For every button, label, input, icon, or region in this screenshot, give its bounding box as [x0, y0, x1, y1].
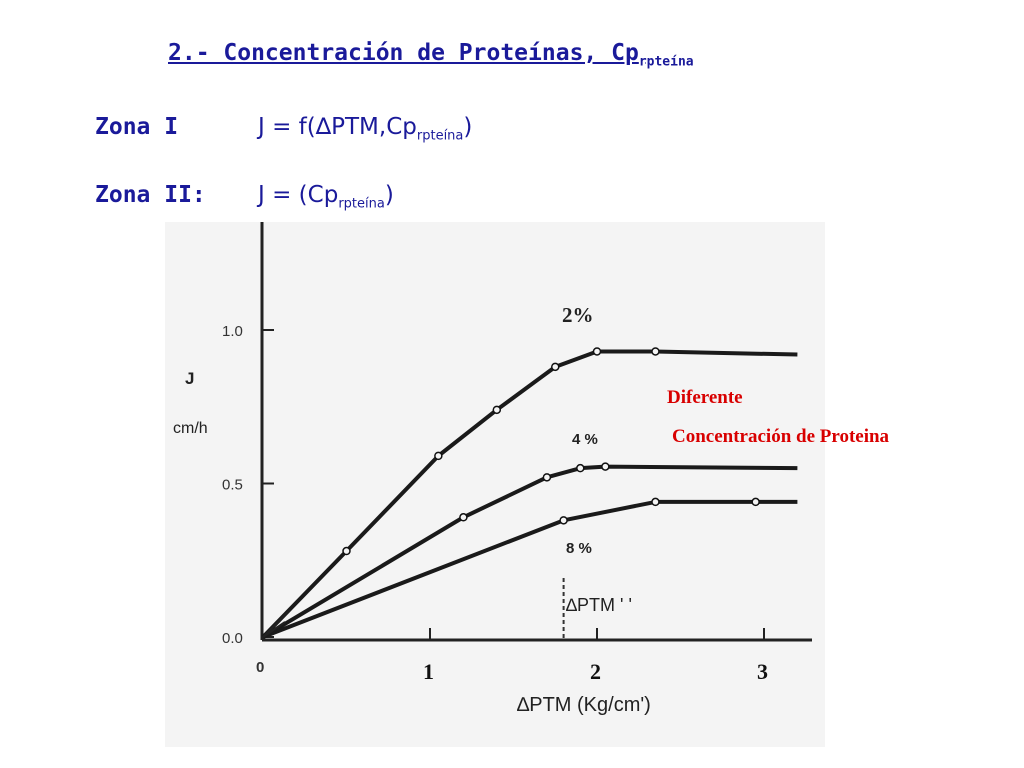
- x-tick-label: 0: [256, 659, 264, 676]
- delta-ptm-marker: ∆PTM ' ': [562, 578, 632, 640]
- x-tick-label: 3: [757, 659, 768, 684]
- zone-2-formula-post: ): [384, 182, 394, 208]
- title-subscript: rpteína: [638, 54, 694, 70]
- curve-1-point: [459, 513, 468, 522]
- zone-1-formula-sub: rpteína: [416, 128, 464, 144]
- curve-0-point: [342, 546, 351, 556]
- curves: 2% 4 % 8 %: [261, 303, 798, 639]
- zone-2-formula-pre: J = (Cp: [258, 182, 339, 208]
- curve-0-point: [492, 405, 502, 415]
- curve-1-point: [576, 463, 585, 473]
- axes: [260, 222, 812, 642]
- origin-fan-line: [262, 621, 286, 638]
- series-label-2: 8 %: [566, 540, 592, 557]
- x-axis-label-suffix: '): [640, 694, 650, 716]
- zone-1-label: Zona I: [95, 114, 179, 140]
- y-tick-label: 0.0: [222, 630, 243, 647]
- x-axis-label: ∆PTM (Kg/cm'): [517, 694, 651, 716]
- x-axis-label-main: ∆PTM (Kg/cm: [517, 694, 640, 716]
- y-tick-label: 0.5: [222, 477, 243, 494]
- delta-ptm-label: ∆PTM ' ': [566, 595, 632, 615]
- y-axis-label-line1: J: [185, 369, 194, 388]
- zone-1-formula: J = f(∆PTM,Cprpteína): [258, 114, 472, 144]
- curve-0: [261, 349, 798, 639]
- series-label-1: 4 %: [572, 431, 598, 448]
- legend-text-line2: Concentración de Proteina: [672, 426, 890, 447]
- title-main: 2.- Concentración de Proteínas, Cp: [168, 40, 639, 66]
- curve-2-point: [751, 497, 760, 507]
- curve-1: [261, 464, 798, 639]
- curve-0-point: [651, 347, 660, 356]
- legend-annotation: Diferente Concentración de Proteina: [667, 387, 890, 447]
- zone-1-formula-post: ): [463, 114, 473, 140]
- curve-1-point: [542, 473, 552, 482]
- curve-0-point: [592, 347, 602, 356]
- slide-title: 2.- Concentración de Proteínas, Cprpteín…: [168, 40, 694, 70]
- curve-0-point: [434, 451, 443, 461]
- curve-0-point: [551, 362, 560, 372]
- curve-1-point: [601, 462, 610, 471]
- legend-text-line1: Diferente: [667, 387, 743, 408]
- y-ticks: 0.0 0.5 1.0: [222, 323, 274, 647]
- y-tick-label: 1.0: [222, 323, 243, 340]
- x-tick-label: 2: [590, 659, 601, 684]
- curve-2-point: [559, 516, 568, 525]
- zone-2-label: Zona II:: [95, 182, 206, 208]
- axis-labels: J cm/h ∆PTM (Kg/cm'): [173, 369, 651, 716]
- zone-1-formula-pre: J = f(∆PTM,Cp: [258, 114, 417, 140]
- curve-2-point: [651, 497, 660, 507]
- origin-fan-line: [262, 609, 291, 638]
- x-ticks: 0 1 2 3: [256, 628, 768, 684]
- x-tick-label: 1: [423, 659, 434, 684]
- series-label-0: 2%: [562, 303, 594, 327]
- zone-2-formula: J = (Cprpteína): [258, 182, 394, 212]
- zone-2-formula-sub: rpteína: [338, 196, 385, 212]
- scanned-figure-background: [165, 222, 825, 747]
- y-axis-label-line2: cm/h: [173, 420, 208, 437]
